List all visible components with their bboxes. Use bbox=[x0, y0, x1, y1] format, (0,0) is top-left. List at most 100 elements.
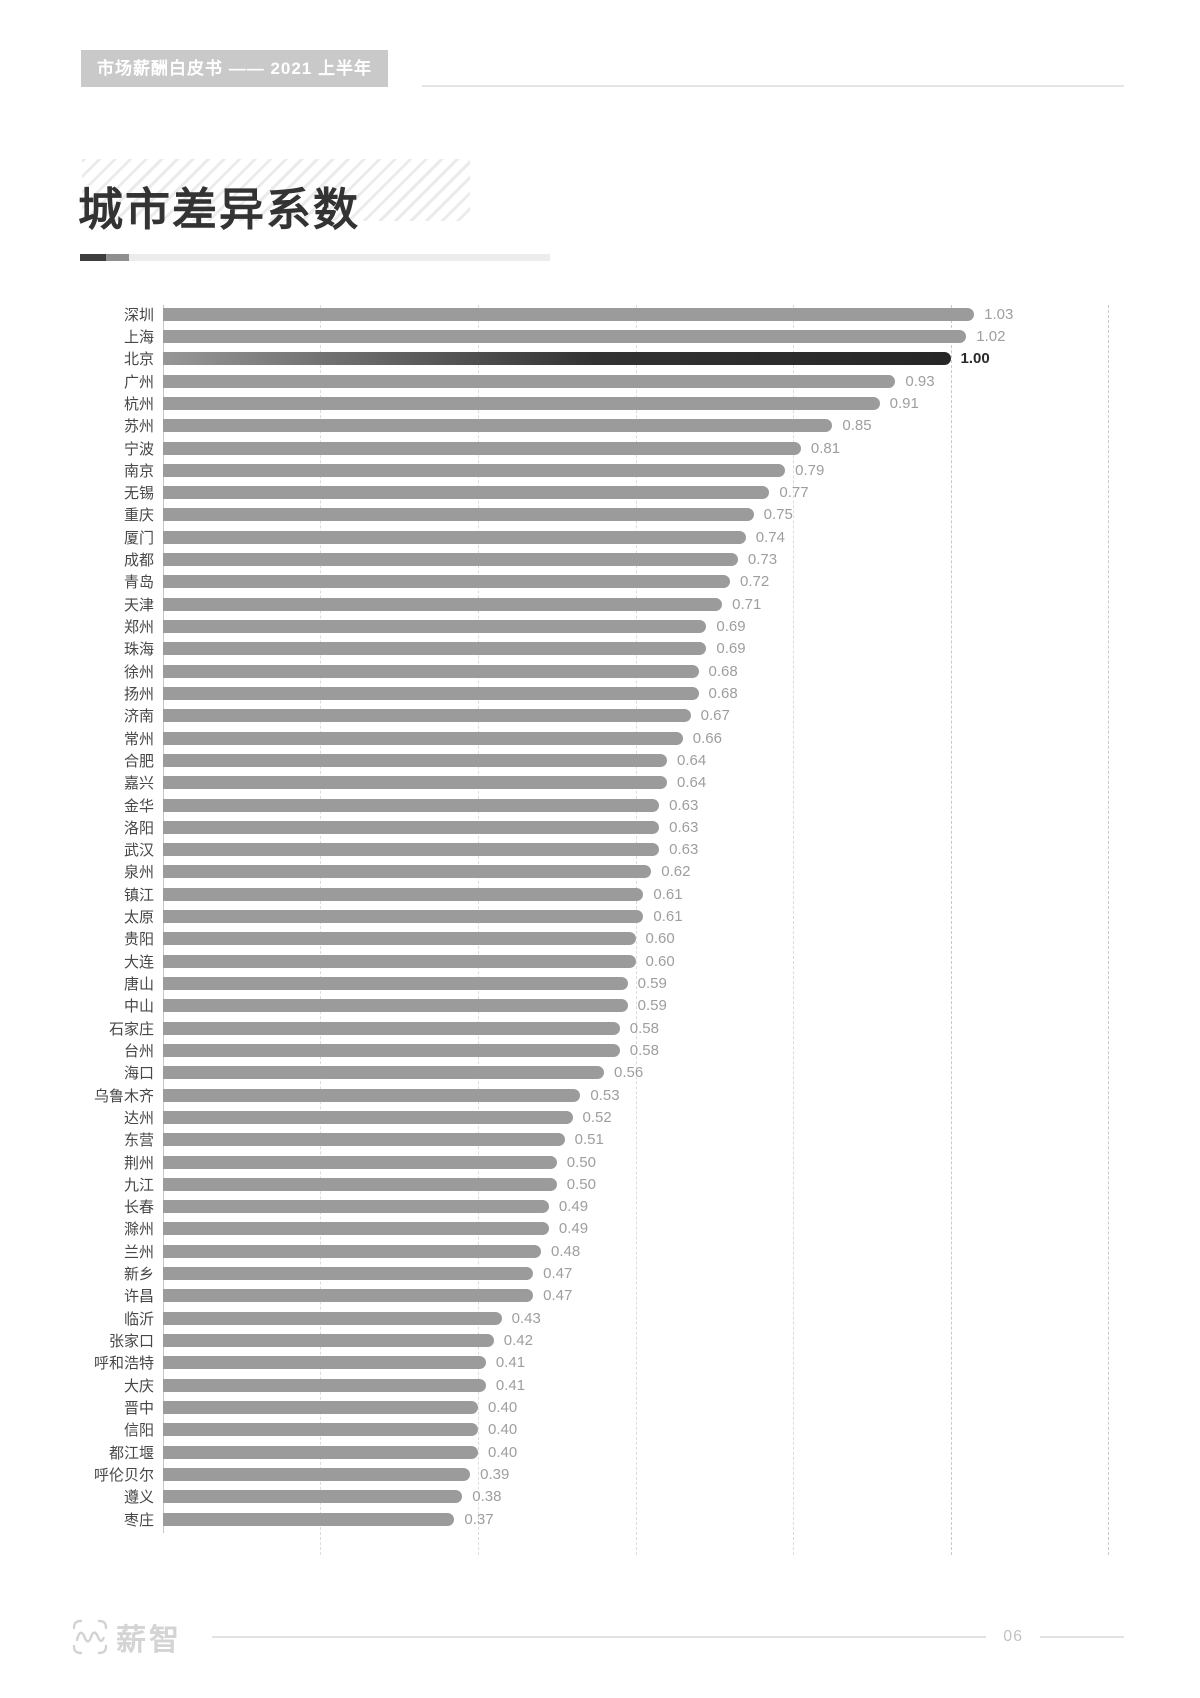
bar-track: 0.60 bbox=[163, 952, 1108, 970]
city-label: 大连 bbox=[123, 953, 154, 971]
value-label: 0.48 bbox=[551, 1242, 581, 1260]
brand-logo: 薪智 bbox=[70, 1615, 182, 1659]
chart-row: 呼伦贝尔 0.39 bbox=[94, 1463, 1108, 1485]
bar bbox=[163, 1088, 581, 1102]
bar-track: 1.02 bbox=[163, 327, 1108, 345]
divider-segment-mid bbox=[106, 254, 129, 261]
bar bbox=[163, 1289, 534, 1303]
bar bbox=[163, 686, 699, 700]
chart-row: 石家庄 0.58 bbox=[109, 1017, 1108, 1039]
chart-row: 张家口 0.42 bbox=[109, 1329, 1108, 1351]
value-label: 0.47 bbox=[543, 1287, 573, 1305]
city-label: 呼和浩特 bbox=[93, 1355, 154, 1373]
chart-row: 宁波 0.81 bbox=[124, 437, 1108, 459]
gridline bbox=[1108, 305, 1109, 1555]
bar bbox=[163, 977, 628, 991]
gridline bbox=[320, 305, 322, 1555]
value-label: 0.85 bbox=[842, 417, 872, 435]
bar-track: 0.42 bbox=[163, 1333, 1108, 1348]
bar-track: 0.64 bbox=[163, 753, 1108, 768]
city-label: 滁州 bbox=[123, 1221, 154, 1239]
value-label: 0.40 bbox=[487, 1421, 518, 1439]
value-label: 0.73 bbox=[747, 551, 778, 569]
chart-row: 武汉 0.63 bbox=[124, 839, 1108, 861]
city-label: 乌鲁木齐 bbox=[93, 1087, 154, 1105]
value-label: 0.81 bbox=[810, 439, 841, 457]
divider-segment-dark bbox=[80, 254, 106, 261]
bar bbox=[163, 374, 896, 388]
value-label: 0.41 bbox=[495, 1354, 526, 1372]
bar-track: 0.38 bbox=[163, 1489, 1108, 1504]
bar bbox=[163, 486, 770, 500]
chart-row: 台州 0.58 bbox=[124, 1039, 1108, 1061]
bar bbox=[163, 352, 951, 366]
bar bbox=[163, 910, 644, 924]
city-label: 呼伦贝尔 bbox=[93, 1466, 154, 1484]
chart-rows: 深圳 1.03 上海 1.02 北京 1.00 广州 0.93 杭州 0.91 bbox=[94, 303, 1108, 1530]
bar-track: 0.63 bbox=[163, 798, 1108, 813]
bar-track: 0.37 bbox=[163, 1512, 1108, 1527]
value-label: 0.72 bbox=[740, 573, 770, 591]
value-label: 0.74 bbox=[755, 528, 785, 546]
value-label: 0.41 bbox=[495, 1376, 526, 1394]
bar-track: 0.47 bbox=[163, 1266, 1108, 1281]
chart-row: 海口 0.56 bbox=[124, 1062, 1108, 1084]
bar bbox=[163, 798, 660, 812]
chart-row: 滁州 0.49 bbox=[124, 1218, 1108, 1240]
chart-row: 东营 0.51 bbox=[124, 1129, 1108, 1151]
value-label: 1.03 bbox=[984, 305, 1014, 323]
bar bbox=[163, 1043, 620, 1057]
chart-row: 大连 0.60 bbox=[124, 950, 1108, 972]
bar-track: 0.69 bbox=[163, 619, 1108, 634]
bar-track: 0.67 bbox=[163, 708, 1108, 723]
header-rule bbox=[422, 85, 1124, 87]
bar bbox=[163, 1378, 486, 1392]
bar-track: 0.74 bbox=[163, 528, 1108, 546]
city-label: 中山 bbox=[123, 998, 154, 1016]
bar-track: 0.48 bbox=[163, 1242, 1108, 1260]
bar bbox=[163, 1110, 573, 1124]
bar-track: 0.69 bbox=[163, 641, 1108, 656]
bar bbox=[163, 1311, 502, 1325]
bar bbox=[163, 843, 660, 857]
bar-track: 0.43 bbox=[163, 1309, 1108, 1327]
bar bbox=[163, 865, 652, 879]
value-label: 0.63 bbox=[669, 818, 699, 836]
chart-row: 洛阳 0.63 bbox=[124, 816, 1108, 838]
footer: 薪智 06 bbox=[70, 1610, 1124, 1664]
value-label: 0.59 bbox=[637, 997, 667, 1015]
city-label: 兰州 bbox=[123, 1243, 154, 1261]
city-label: 南京 bbox=[123, 462, 154, 480]
chart-row: 许昌 0.47 bbox=[124, 1285, 1108, 1307]
city-label: 济南 bbox=[123, 708, 154, 726]
bar-track: 0.63 bbox=[163, 818, 1108, 836]
city-label: 扬州 bbox=[123, 685, 154, 703]
bar bbox=[163, 396, 880, 410]
value-label: 0.60 bbox=[645, 930, 675, 948]
chart-row: 泉州 0.62 bbox=[124, 861, 1108, 883]
chart-row: 北京 1.00 bbox=[124, 348, 1108, 370]
chart-row: 九江 0.50 bbox=[124, 1173, 1108, 1195]
value-label: 1.02 bbox=[976, 327, 1006, 345]
city-label: 都江堰 bbox=[108, 1444, 154, 1462]
chart-row: 常州 0.66 bbox=[124, 727, 1108, 749]
chart-row: 中山 0.59 bbox=[124, 995, 1108, 1017]
bar-track: 0.59 bbox=[163, 976, 1108, 991]
page-title: 城市差异系数 bbox=[78, 184, 361, 235]
value-label: 0.50 bbox=[566, 1175, 596, 1193]
bar-track: 0.77 bbox=[163, 484, 1108, 502]
bar bbox=[163, 1222, 549, 1236]
value-label: 0.77 bbox=[779, 484, 809, 502]
bar-track: 0.49 bbox=[163, 1221, 1108, 1236]
bar-track: 0.59 bbox=[163, 997, 1108, 1015]
bar bbox=[163, 1155, 557, 1169]
value-label: 0.62 bbox=[661, 863, 691, 881]
bar bbox=[163, 642, 707, 656]
value-label: 0.66 bbox=[692, 729, 722, 747]
chart-row: 上海 1.02 bbox=[124, 325, 1108, 347]
value-label: 0.60 bbox=[645, 952, 675, 970]
bar-track: 0.71 bbox=[163, 597, 1108, 612]
value-label: 0.43 bbox=[511, 1309, 541, 1327]
chart-row: 扬州 0.68 bbox=[124, 682, 1108, 704]
title-divider bbox=[80, 254, 550, 261]
